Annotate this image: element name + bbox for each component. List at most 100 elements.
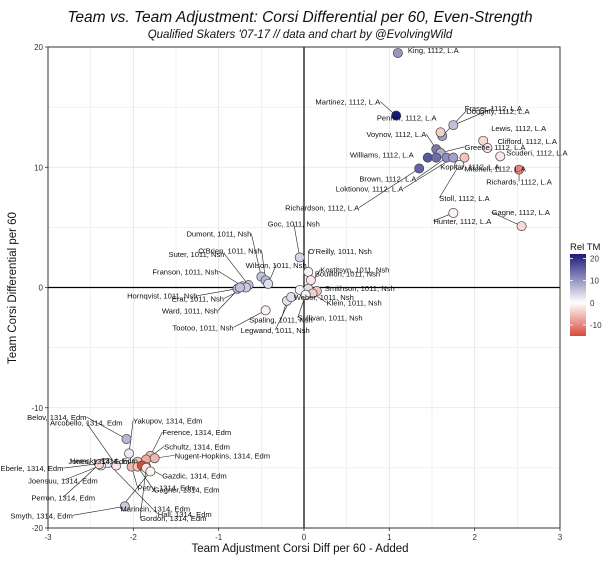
data-point: [94, 459, 105, 470]
label-connector: [224, 253, 249, 286]
data-point-label: Martinez, 1112, L.A: [315, 98, 381, 107]
data-point-label: Gagne, 1112, L.A: [492, 208, 551, 217]
data-point-label: Bouillon, 1011, Nsh: [315, 269, 380, 278]
point-labels: King, 1112, L.A Martinez, 1112, L.A Fraser…: [1, 46, 569, 523]
data-point-label: Petry, 1314, Edm: [138, 484, 196, 493]
data-point-label: Erat, 1011, Nsh: [172, 295, 224, 304]
data-point-label: Hunter, 1112, L.A: [433, 217, 492, 226]
data-point-label: Richardson, 1112, L.A: [285, 203, 360, 212]
legend-tick-label: 20: [590, 254, 599, 263]
label-connector: [233, 310, 266, 328]
data-point-label: Nugent-Hopkins, 1314, Edm: [175, 451, 270, 460]
label-connector: [197, 288, 238, 296]
legend-title: Rel TM: [570, 242, 601, 253]
label-connector: [359, 168, 420, 208]
data-point-label: Clifford, 1112, L.A: [497, 137, 557, 146]
data-point: [448, 152, 459, 163]
data-point-label: Gazdic, 1314, Edm: [162, 472, 227, 481]
data-point-label: Belov, 1314, Edm: [27, 413, 86, 422]
data-point-label: Jones, 1314, Edm: [68, 457, 129, 466]
label-connector: [453, 107, 494, 126]
data-point-label: Ference, 1314, Edm: [162, 428, 231, 437]
data-point-label: Greene, 1112, L.A: [465, 143, 527, 152]
x-tick-label: 3: [558, 533, 563, 542]
data-point: [514, 164, 524, 175]
y-tick-label: 20: [34, 43, 43, 52]
data-point-label: Kopitar, 1112, L.A: [440, 163, 500, 172]
x-tick-label: -2: [130, 533, 138, 542]
data-point-label: Klein, 1011, Nsh: [327, 299, 382, 308]
data-point: [260, 305, 271, 316]
data-point-label: Fraser, 1112, L.A: [465, 104, 523, 113]
label-connector: [128, 420, 134, 454]
chart-subtitle: Qualified Skaters '07-17 // data and cha…: [148, 29, 453, 41]
data-point: [414, 163, 425, 174]
label-connector: [439, 164, 460, 199]
label-connector: [107, 462, 158, 515]
data-point-label: Dumont, 1011, Nsh: [186, 230, 251, 239]
data-point: [422, 152, 433, 163]
data-point-label: Hall, 1314, Edm: [158, 510, 212, 519]
data-point-label: Loktionov, 1112, L.A: [336, 185, 404, 194]
data-point-label: Hornqvist, 1011, Nsh: [127, 292, 197, 301]
y-tick-label: -20: [31, 524, 43, 533]
label-connector: [416, 157, 447, 179]
data-point-label: Wilson, 1011, Nsh: [246, 261, 307, 270]
data-point-label: Richards, 1112, L.A: [486, 178, 553, 187]
data-point: [392, 48, 403, 58]
data-point-label: Perron, 1314, Edm: [31, 493, 95, 502]
label-connector: [86, 422, 117, 466]
label-connectors: [62, 101, 522, 518]
data-point-label: Williams, 1112, L.A: [350, 151, 415, 160]
x-tick-label: -3: [44, 533, 52, 542]
data-point-label: Smyth, 1314, Edm: [10, 511, 72, 520]
y-tick-label: 0: [39, 284, 44, 293]
y-axis-label: Team Corsi Differential per 60: [7, 212, 19, 364]
data-point-label: Brown, 1112, L.A: [359, 175, 417, 184]
x-tick-label: 0: [302, 533, 307, 542]
label-connector: [62, 465, 102, 481]
data-point-label: Sullivan, 1011, Nsh: [298, 314, 363, 323]
x-tick-label: 2: [472, 533, 477, 542]
data-point-label: Gordon, 1314, Edm: [140, 514, 206, 523]
data-point-label: Goc, 1011, Nsh: [268, 219, 320, 228]
x-tick-label: 1: [387, 533, 392, 542]
color-legend: Rel TM 20 10 0 -10: [570, 242, 602, 336]
data-point-label: Suter, 1011, Nsh: [169, 250, 225, 259]
data-point: [459, 152, 470, 163]
data-point: [478, 135, 489, 146]
legend-tick-label: -10: [590, 321, 602, 330]
data-point-label: Lewis, 1112, L.A: [491, 124, 547, 133]
label-connector: [403, 157, 454, 189]
data-point: [124, 448, 135, 459]
data-point: [448, 120, 459, 131]
x-axis-ticks: -3 -2 -1 0 1 2 3: [44, 528, 563, 542]
data-point-label: Marincin, 1314, Edm: [120, 504, 190, 513]
data-point-label: Schultz, 1314, Edm: [164, 442, 230, 451]
data-point-label: Penner, 1112, L.A: [377, 113, 438, 122]
data-point-label: Gagner, 1314, Edm: [154, 486, 220, 495]
y-tick-label: -10: [31, 404, 43, 413]
legend-color-bar: [570, 254, 586, 336]
label-connector: [139, 467, 147, 518]
data-point-label: Smithson, 1011, Nsh: [325, 284, 395, 293]
data-point-label: Joensuu, 1314, Edm: [28, 476, 98, 485]
data-point: [495, 151, 506, 162]
data-point-label: Ward, 1011, Nsh: [162, 307, 218, 316]
data-point: [263, 278, 274, 289]
data-point: [431, 152, 442, 163]
data-point: [448, 207, 459, 218]
label-connector: [72, 506, 125, 516]
data-point-label: Legwand, 1011, Nsh: [241, 326, 310, 335]
data-point: [482, 143, 493, 153]
data-point-label: Stoll, 1112, L.A: [439, 194, 490, 203]
data-point-label: Franson, 1011, Nsh: [152, 267, 218, 276]
legend-tick-label: 0: [590, 299, 595, 308]
data-point-label: O'Reilly, 1011, Nsh: [308, 247, 372, 256]
data-point-label: Weber, 1011, Nsh: [294, 293, 354, 302]
label-connector: [491, 211, 522, 227]
data-point: [149, 453, 160, 464]
x-tick-label: -1: [215, 533, 223, 542]
legend-tick-label: 10: [590, 277, 599, 286]
